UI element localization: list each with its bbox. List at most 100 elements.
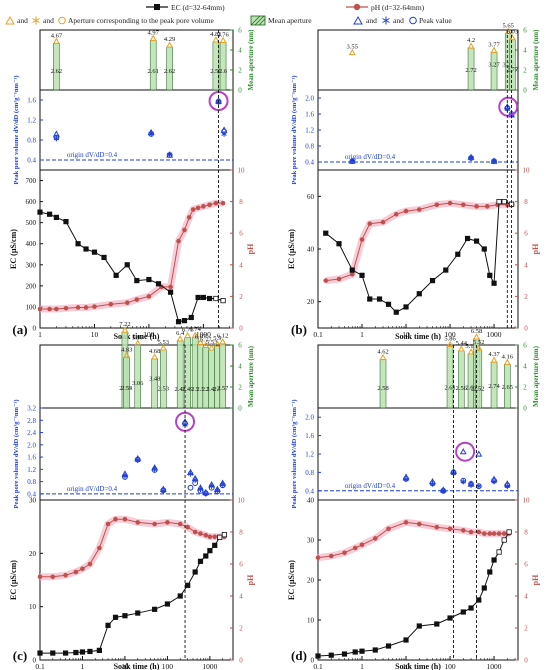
ec-point	[416, 623, 422, 629]
ec-point	[101, 254, 107, 261]
aperture-triangle-marker	[348, 48, 356, 56]
ec-point	[75, 241, 81, 247]
ph-point	[213, 200, 219, 206]
ec-point	[46, 211, 53, 217]
panel-label: (d)	[291, 648, 307, 663]
aperture-triangle-marker	[123, 351, 131, 358]
peak-asterisk-marker	[197, 486, 204, 493]
ph-point	[393, 211, 399, 217]
origin-label: origin dV/dD=0.4	[345, 482, 396, 490]
ec-point	[37, 209, 43, 215]
ec-point	[164, 601, 171, 607]
peak-aperture-label: 6.71	[182, 327, 193, 334]
ph-point	[447, 526, 453, 532]
x-axis-label: Soak time (h)	[114, 662, 160, 670]
ph-point	[176, 238, 181, 244]
peak-aperture-label: 6.07	[195, 333, 207, 340]
mid-y-tick-label: 3.2	[27, 405, 36, 413]
ph-point	[416, 521, 422, 527]
ph-y-tick-label: 8	[524, 529, 528, 537]
legend-asterisk-blue-icon	[382, 16, 390, 25]
ec-point	[220, 298, 226, 304]
peak-aperture-label: 5.86	[444, 335, 456, 342]
x-tick-label: 10	[402, 330, 410, 339]
ec-y-tick-label: 600	[26, 198, 37, 206]
mean-aperture-label: 2.52	[473, 386, 484, 393]
peak-highlight-ellipse	[455, 441, 476, 462]
mean-aperture-bar	[509, 39, 516, 91]
ec-point	[113, 272, 119, 278]
ec-point	[79, 649, 86, 655]
peak-circle-marker	[460, 477, 467, 484]
mean-aperture-label: 2.61	[444, 385, 455, 392]
ec-point	[221, 532, 228, 538]
peak-aperture-label: 6.12	[217, 333, 228, 340]
ec-point	[501, 537, 507, 543]
ec-point	[83, 246, 89, 252]
peak-aperture-label: 4.16	[502, 353, 514, 360]
ph-point	[359, 542, 365, 548]
aperture-triangle-marker	[202, 341, 210, 348]
x-tick-label: 10	[402, 662, 410, 670]
mean-aperture-label: 3.27	[503, 61, 515, 68]
aperture-triangle-marker	[212, 36, 220, 43]
ph-y-tick-label: 6	[239, 561, 243, 569]
peak-circle-marker	[221, 128, 227, 135]
peak-circle-marker	[403, 475, 409, 482]
ec-point	[195, 294, 201, 301]
ph-point	[92, 304, 97, 309]
top-y-tick-label: 0	[238, 405, 242, 413]
peak-aperture-label: 6.4	[176, 330, 185, 337]
ph-point	[80, 566, 85, 572]
ec-series-line	[39, 211, 224, 323]
legend-asterisk-orange-icon	[32, 16, 40, 25]
ec-point	[349, 267, 355, 273]
top-y-tick-label: 6	[238, 342, 242, 350]
peak-circle-marker	[134, 456, 141, 463]
top-subplot-frame	[39, 29, 234, 91]
mean-aperture-label: 2.62	[51, 68, 62, 75]
mean-aperture-bar	[475, 349, 483, 409]
ec-point	[336, 241, 342, 247]
ec-point	[481, 246, 487, 252]
aperture-triangle-marker	[159, 344, 167, 351]
peak-aperture-label: 6.58	[471, 328, 482, 335]
legend-triangle-orange-icon	[5, 15, 15, 25]
aperture-triangle-marker	[197, 338, 204, 345]
ec-point	[177, 593, 183, 599]
ec-point	[491, 557, 497, 563]
peak-aperture-label: 6.74	[189, 326, 201, 333]
aperture-triangle-marker	[379, 353, 387, 361]
ec-point	[491, 280, 497, 286]
ph-y-tick-label: 8	[524, 198, 528, 206]
ec-point	[152, 606, 158, 612]
peak-circle-marker	[468, 481, 474, 487]
legend: EC (d=32-64mm) pH (d=32-64mm) and and Ap…	[5, 3, 452, 26]
x-tick-label: 10	[91, 330, 99, 339]
mean-aperture-label: 2.64	[465, 384, 477, 391]
mid-y-tick-label: 2.0	[305, 95, 314, 103]
mean-aperture-label: 2.49	[175, 386, 186, 393]
legend-ec-entry: EC (d=32-64mm)	[146, 3, 225, 12]
legend-and-3: and	[366, 16, 377, 25]
ec-point	[213, 295, 219, 302]
mid-y-tick-label: 1.6	[305, 111, 314, 119]
ec-y-tick-label: 20	[307, 298, 315, 306]
ec-point	[481, 585, 487, 591]
peak-aperture-label: 4.29	[164, 36, 175, 43]
ph-point	[315, 555, 321, 560]
bottom-subplot-frame	[317, 169, 519, 329]
ph-point	[195, 205, 201, 211]
legend-triangle-blue-icon	[353, 15, 363, 25]
mean-aperture-label: 3.27	[488, 61, 500, 68]
top-y-tick-label: 0	[238, 87, 242, 95]
mid-y-tick-label: 2.4	[27, 429, 36, 437]
mean-aperture-label: 2.6	[219, 68, 228, 75]
mean-aperture-label: 2.5	[191, 386, 199, 393]
mean-aperture-label: 2.47	[206, 386, 218, 393]
ec-point	[341, 651, 348, 657]
ph-y-axis-label: pH	[531, 243, 540, 254]
ph-y-tick-label: 4	[524, 261, 528, 269]
mid-y-tick-label: 1.2	[27, 466, 36, 474]
